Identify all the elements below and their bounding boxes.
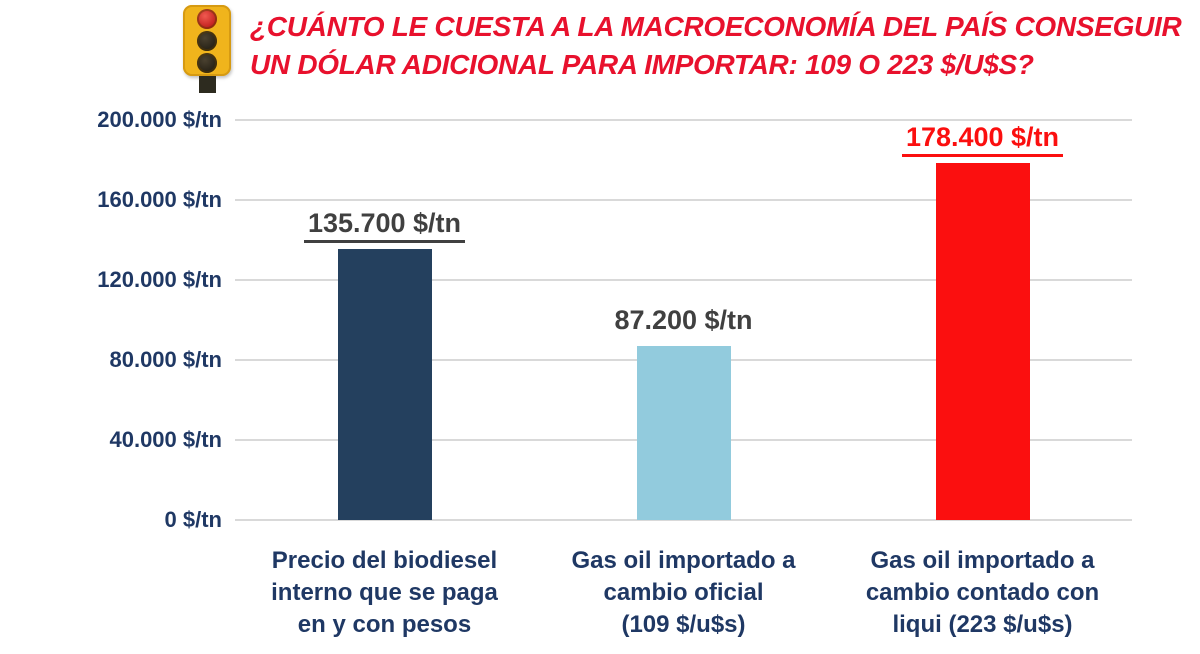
traffic-light-icon	[183, 5, 235, 95]
gridline-200000	[235, 119, 1132, 121]
traffic-light-body	[183, 5, 231, 76]
bar-value-label: 178.400 $/tn	[823, 119, 1143, 158]
bar-value-label: 135.700 $/tn	[225, 205, 545, 243]
bar-1	[337, 248, 432, 520]
traffic-light-green-lamp	[197, 53, 217, 73]
traffic-light-pole	[199, 76, 216, 93]
category-label: Precio del biodiesel interno que se paga…	[271, 547, 498, 638]
gridline-120000	[235, 279, 1132, 281]
y-axis-tick-label: 200.000 $/tn	[97, 107, 222, 132]
bar-3	[935, 163, 1030, 520]
traffic-light-red-lamp	[197, 9, 217, 29]
title-line-1: ¿CUÁNTO LE CUESTA A LA MACROECONOMÍA DEL…	[250, 11, 1182, 42]
chart-title: ¿CUÁNTO LE CUESTA A LA MACROECONOMÍA DEL…	[250, 8, 1195, 84]
traffic-light-yellow-lamp	[197, 31, 217, 51]
bar-2	[636, 345, 731, 520]
y-axis-tick-label: 0 $/tn	[164, 507, 222, 532]
y-axis-tick-label: 160.000 $/tn	[97, 187, 222, 212]
y-axis-tick-label: 40.000 $/tn	[109, 427, 222, 452]
gridline-0	[235, 519, 1132, 521]
bar-value-text: 178.400 $/tn	[901, 122, 1064, 158]
bar-value-label: 87.200 $/tn	[524, 302, 844, 338]
y-axis-tick-label: 120.000 $/tn	[97, 267, 222, 292]
bar-value-text: 87.200 $/tn	[614, 304, 753, 335]
title-line-2: UN DÓLAR ADICIONAL PARA IMPORTAR: 109 O …	[250, 49, 1034, 80]
y-axis-tick-label: 80.000 $/tn	[109, 347, 222, 372]
category-label: Gas oil importado a cambio contado con l…	[865, 547, 1100, 638]
category-label: Gas oil importado a cambio oficial (109 …	[571, 547, 796, 638]
bar-value-text: 135.700 $/tn	[303, 207, 466, 243]
gridline-160000	[235, 199, 1132, 201]
